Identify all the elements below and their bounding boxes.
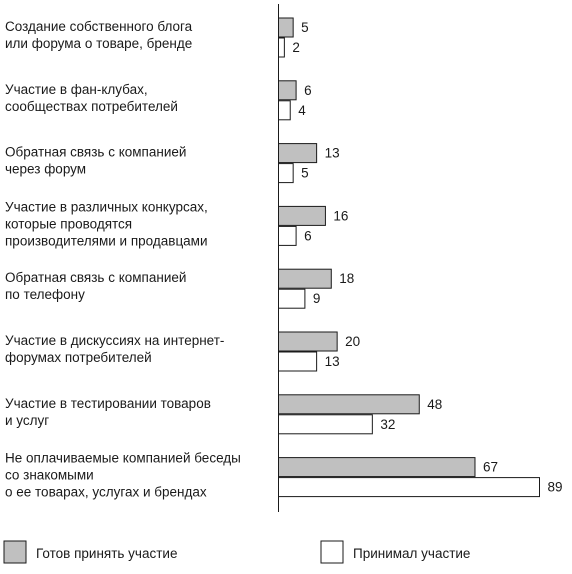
data-label: 67	[483, 460, 498, 475]
category-label-line: или форума о товаре, бренде	[5, 36, 192, 51]
data-label: 13	[325, 354, 340, 369]
category-label-line: Участие в тестировании товаров	[5, 396, 211, 411]
bar-ready	[278, 205, 326, 226]
bar-participated	[278, 477, 540, 498]
data-label: 9	[313, 291, 321, 306]
category-label-line: со знакомыми	[5, 468, 94, 483]
category-label-line: о ее товарах, услугах и брендах	[5, 485, 207, 500]
data-label: 13	[325, 146, 340, 161]
category-label: Участие в различных конкурсах, которые пр…	[5, 199, 208, 248]
category-label: Создание собственного блога или форума о …	[5, 19, 193, 51]
data-label: 16	[333, 208, 348, 223]
legend-label: Готов принять участие	[36, 546, 177, 561]
data-label: 89	[548, 480, 563, 495]
data-label: 5	[301, 166, 309, 181]
bar-participated	[278, 163, 294, 184]
category-label-line: Создание собственного блога	[5, 19, 193, 34]
bar-participated	[278, 414, 373, 435]
data-label: 48	[427, 397, 442, 412]
category-label-line: через форум	[5, 162, 86, 177]
bar-ready	[278, 394, 420, 415]
legend: Готов принять участие Принимал участие	[3, 540, 470, 564]
category-label-line: производителями и продавцами	[5, 233, 208, 248]
category-label-line: форумах потребителей	[5, 350, 152, 365]
category-labels: Создание собственного блога или форума о …	[5, 19, 241, 500]
category-label: Обратная связь с компанией по телефону	[5, 270, 186, 302]
bar-ready	[278, 268, 332, 289]
category-label-line: Обратная связь с компанией	[5, 270, 186, 285]
category-label: Участие в дискуссиях на интернет-форумах…	[5, 333, 224, 365]
data-label: 20	[345, 334, 360, 349]
data-label: 6	[304, 83, 312, 98]
category-label-line: сообществах потребителей	[5, 99, 178, 114]
category-label: Не оплачиваемые компанией беседы со знако…	[5, 451, 241, 500]
category-label: Обратная связь с компанией через форум	[5, 145, 186, 177]
category-label-line: которые проводятся	[5, 216, 132, 231]
category-label: Участие в фан-клубах, сообществах потреби…	[5, 82, 178, 114]
category-label-line: и услуг	[5, 413, 49, 428]
legend-swatch	[320, 540, 344, 564]
bar-ready	[278, 17, 294, 38]
data-label: 2	[292, 40, 300, 55]
bar-ready	[278, 331, 338, 352]
bar-participated	[278, 100, 291, 121]
data-label: 32	[380, 417, 395, 432]
bar-participated	[278, 351, 318, 372]
category-label-line: по телефону	[5, 287, 85, 302]
category-label: Участие в тестировании товаров и услуг	[5, 396, 211, 428]
bar-participated	[278, 37, 285, 58]
bar-participated	[278, 288, 306, 309]
category-label-line: Обратная связь с компанией	[5, 145, 186, 160]
data-label: 4	[298, 103, 306, 118]
legend-swatch	[3, 540, 27, 564]
bar-participated	[278, 225, 297, 246]
category-label-line: Участие в фан-клубах,	[5, 82, 148, 97]
category-label-line: Участие в дискуссиях на интернет-	[5, 333, 224, 348]
data-label: 5	[301, 20, 309, 35]
bar-ready	[278, 143, 318, 164]
category-label-line: Участие в различных конкурсах,	[5, 199, 208, 214]
legend-label: Принимал участие	[353, 546, 470, 561]
bar-ready	[278, 80, 297, 101]
data-label: 18	[339, 271, 354, 286]
category-label-line: Не оплачиваемые компанией беседы	[5, 451, 241, 466]
bar-ready	[278, 457, 476, 478]
data-label: 6	[304, 228, 312, 243]
